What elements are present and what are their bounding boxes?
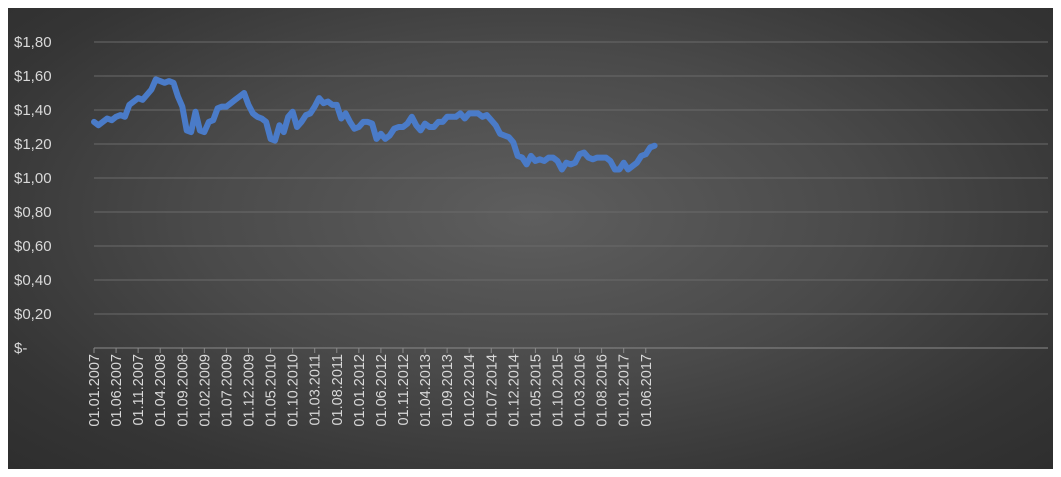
- x-tick-label: 01.10.2015: [550, 354, 566, 427]
- y-tick-label: $-: [14, 340, 27, 357]
- x-tick-label: 01.05.2015: [528, 354, 544, 427]
- x-tick-label: 01.01.2017: [617, 354, 633, 427]
- x-tick-label: 01.12.2014: [506, 354, 522, 427]
- x-tick-label: 01.01.2012: [352, 354, 368, 427]
- x-tick-label: 01.02.2009: [197, 354, 213, 427]
- y-tick-label: $0,80: [14, 204, 52, 221]
- x-tick-label: 01.11.2007: [131, 354, 147, 426]
- y-tick-label: $1,80: [14, 34, 52, 51]
- x-tick-label: 01.02.2014: [462, 354, 478, 427]
- x-tick-label: 01.12.2009: [241, 354, 257, 427]
- x-tick-label: 01.04.2008: [153, 354, 169, 427]
- x-tick-label: 01.08.2016: [595, 354, 611, 427]
- y-tick-label: $1,60: [14, 68, 52, 85]
- x-tick-label: 01.04.2013: [418, 354, 434, 427]
- y-tick-label: $1,40: [14, 102, 52, 119]
- x-tick-label: 01.11.2012: [396, 354, 412, 426]
- x-tick-label: 01.05.2010: [264, 354, 280, 427]
- y-tick-label: $1,20: [14, 136, 52, 153]
- x-tick-label: 01.03.2016: [573, 354, 589, 427]
- y-tick-label: $0,20: [14, 306, 52, 323]
- y-tick-label: $0,40: [14, 272, 52, 289]
- y-axis: $- $0,20 $0,40 $0,60 $0,80 $1,00 $1,20 $1,40 $1,…: [14, 34, 52, 357]
- y-tick-label: $0,60: [14, 238, 52, 255]
- chart-area: $- $0,20 $0,40 $0,60 $0,80 $1,00 $1,20 $1,40 $1,…: [8, 8, 1053, 469]
- x-axis: 01.01.2007 01.06.2007 01.11.2007 01.04.2008…: [87, 347, 1048, 427]
- x-tick-label: 01.08.2011: [330, 354, 346, 426]
- x-tick-label: 01.09.2008: [175, 354, 191, 427]
- x-tick-label: 01.06.2007: [109, 354, 125, 427]
- x-tick-label: 01.07.2009: [219, 354, 235, 427]
- series-layer: [91, 76, 658, 173]
- gridlines: [94, 41, 1048, 315]
- x-tick-label: 01.06.2012: [374, 354, 390, 427]
- series-line: [91, 76, 658, 173]
- x-tick-label: 01.06.2017: [639, 354, 655, 427]
- x-tick-label: 01.07.2014: [484, 354, 500, 427]
- x-tick-label: 01.09.2013: [440, 354, 456, 427]
- x-tick-label: 01.01.2007: [87, 354, 103, 427]
- x-tick-label: 01.10.2010: [286, 354, 302, 427]
- y-tick-label: $1,00: [14, 170, 52, 187]
- line-chart: $- $0,20 $0,40 $0,60 $0,80 $1,00 $1,20 $1,40 $1,…: [14, 34, 1048, 427]
- x-tick-label: 01.03.2011: [308, 354, 324, 426]
